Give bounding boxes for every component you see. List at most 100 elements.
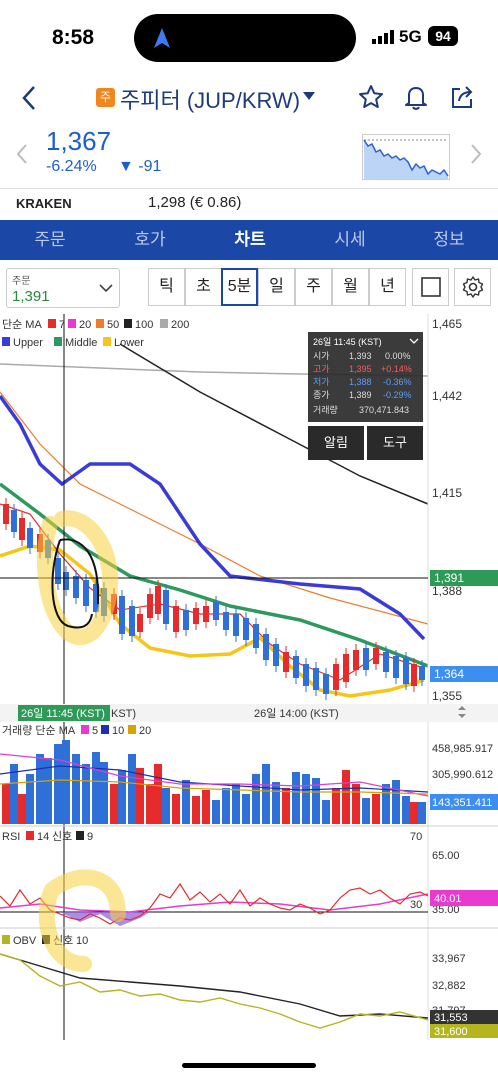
legend-swatch (128, 725, 136, 734)
legend-swatch (76, 831, 84, 840)
tab-market[interactable]: 시세 (334, 230, 366, 249)
volume-bar (154, 764, 162, 824)
volume-bar (232, 784, 240, 824)
order-select-value: 1,391 (12, 288, 50, 305)
candle-body (63, 572, 69, 590)
prev-chevron-icon[interactable] (14, 142, 30, 166)
caret-down-icon[interactable] (302, 91, 316, 101)
legend-swatch (96, 319, 104, 328)
order-select[interactable]: 주문 1,391 (6, 268, 120, 308)
tooltip-label: 고가 (313, 364, 330, 374)
tab-orderbook[interactable]: 호가 (134, 230, 166, 249)
y-tick: 1,415 (432, 486, 462, 500)
y-tick: 32,882 (432, 980, 466, 992)
alert-button-label: 알림 (324, 435, 348, 450)
volume-bar (82, 764, 90, 824)
volume-bar (44, 758, 52, 824)
bb-legend[interactable]: Upper Middle Lower (2, 337, 144, 349)
layout-toggle-button[interactable] (412, 268, 449, 306)
tools-button[interactable]: 도구 (367, 426, 423, 460)
candle-body (313, 668, 319, 690)
legend-label: 10 (76, 935, 88, 947)
share-icon[interactable] (448, 83, 476, 111)
legend-label: 9 (87, 831, 93, 843)
settings-button[interactable] (454, 268, 491, 306)
coin-badge: 주 (96, 88, 115, 107)
next-chevron-icon[interactable] (468, 142, 484, 166)
legend-swatch (124, 319, 132, 328)
candle-body (303, 664, 309, 686)
tooltip-pct: +0.14% (381, 364, 412, 374)
legend-swatch (103, 337, 111, 346)
volume-bar (36, 754, 44, 824)
candle-body (393, 656, 399, 678)
candle-body (223, 612, 229, 630)
candle-body (419, 666, 425, 680)
volume-bar (136, 768, 144, 824)
period-week[interactable]: 주 (295, 268, 332, 306)
rsi-upper-label: 70 (410, 831, 422, 843)
square-icon (420, 277, 441, 297)
legend-label: 200 (171, 319, 189, 331)
candle-body (155, 586, 161, 614)
chevron-down-icon[interactable] (409, 338, 419, 344)
price-summary: 1,367 -6.24% ▼ -91 (0, 122, 498, 188)
y-tick: 1,465 (432, 317, 462, 331)
dynamic-island (134, 14, 356, 62)
period-tick[interactable]: 틱 (148, 268, 185, 306)
change-amount: ▼ -91 (118, 158, 162, 175)
mini-chart[interactable] (362, 134, 450, 180)
tooltip-value: 1,393 (349, 351, 372, 361)
chart-area[interactable]: 1,465 1,442 1,415 1,388 1,355 1,391 1,36… (0, 314, 498, 1040)
legend-swatch (48, 319, 56, 328)
legend-label: 20 (79, 319, 91, 331)
obv-current-tag (430, 1010, 498, 1024)
tab-order[interactable]: 주문 (34, 230, 66, 249)
ma-legend-title: 단순 MA (2, 318, 42, 331)
period-year[interactable]: 년 (369, 268, 406, 306)
candle-body (193, 608, 199, 624)
legend-label: 100 (135, 319, 153, 331)
resize-handle-icon[interactable] (458, 706, 466, 718)
volume-bar (302, 774, 310, 824)
coin-title[interactable]: 주피터 (JUP/KRW) (120, 88, 301, 113)
tab-chart[interactable]: 차트 (234, 230, 266, 249)
legend-swatch (81, 725, 89, 734)
ma50-line (0, 391, 429, 625)
volume-current-label: 143,351.411 (432, 797, 492, 809)
candle-body (27, 528, 33, 548)
volume-bar (312, 778, 320, 824)
tooltip-value: 1,395 (349, 364, 372, 374)
period-month[interactable]: 월 (332, 268, 369, 306)
x-axis-label: KST) (111, 708, 136, 720)
y-tick: 1,388 (432, 584, 462, 598)
y-tick: 65.00 (432, 850, 460, 862)
obv-line (0, 953, 429, 1029)
volume-bar (242, 794, 250, 824)
period-5min[interactable]: 5분 (221, 268, 258, 306)
volume-bar (192, 796, 200, 824)
star-icon[interactable] (357, 83, 385, 111)
legend-swatch (101, 725, 109, 734)
back-chevron-icon[interactable] (14, 81, 44, 115)
candle-body (293, 656, 299, 678)
volume-bar (410, 802, 418, 824)
volume-bar (222, 788, 230, 824)
legend-swatch (68, 319, 76, 328)
tooltip-value: 1,388 (349, 377, 372, 387)
price-chart-svg[interactable]: 1,465 1,442 1,415 1,388 1,355 1,391 1,36… (0, 314, 498, 1040)
tooltip-time: 26일 11:45 (KST) (313, 337, 382, 347)
volume-bar (262, 764, 270, 824)
y-tick: 305,990.612 (432, 769, 493, 781)
bell-icon[interactable] (402, 83, 430, 111)
candle-body (411, 664, 417, 686)
period-second[interactable]: 초 (185, 268, 222, 306)
tab-info[interactable]: 정보 (433, 230, 465, 249)
ma-legend[interactable]: 단순 MA 7 20 50 100 200 (2, 318, 189, 331)
exchange-row: KRAKEN 1,298 (€ 0.86) (0, 188, 498, 218)
legend-label: Lower (114, 337, 144, 349)
period-day[interactable]: 일 (258, 268, 295, 306)
candle-body (213, 602, 219, 620)
battery-indicator: 94 (428, 26, 458, 46)
alert-button[interactable]: 알림 (308, 426, 364, 460)
